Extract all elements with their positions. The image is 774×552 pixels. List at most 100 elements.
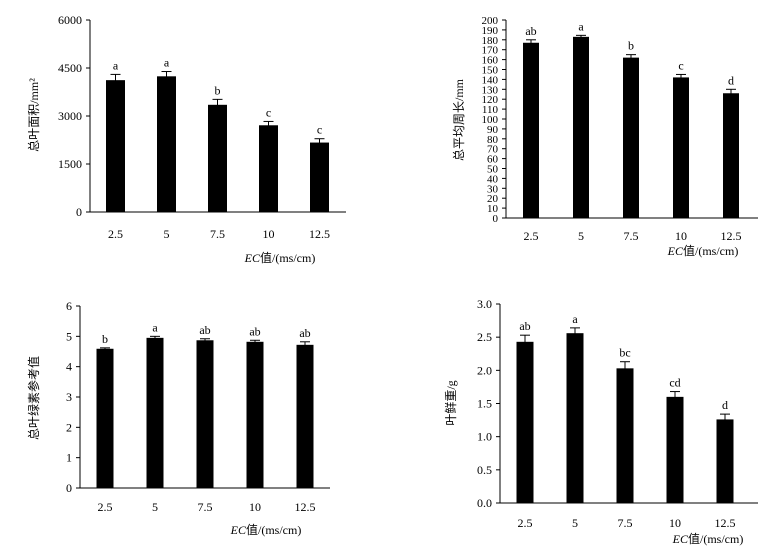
- bar: [723, 93, 739, 218]
- x-tick-label: 10: [669, 516, 681, 530]
- y-tick-label: 1.5: [477, 397, 492, 411]
- x-tick-label: 7.5: [210, 227, 225, 241]
- bar: [716, 419, 734, 503]
- bar: [259, 125, 278, 212]
- error-bar: [250, 339, 260, 344]
- x-tick-label: 2.5: [518, 516, 533, 530]
- error-bar: [526, 39, 536, 46]
- x-tick-label: 12.5: [721, 229, 742, 243]
- significance-label: a: [113, 58, 119, 72]
- x-tick-label: 7.5: [198, 500, 213, 514]
- y-tick-label: 5: [66, 329, 72, 343]
- x-tick-label: 12.5: [309, 227, 330, 241]
- error-bar: [110, 73, 121, 86]
- significance-label: b: [628, 39, 634, 53]
- y-tick-label: 50: [487, 164, 499, 176]
- bar: [296, 344, 314, 488]
- y-tick-label: 1500: [58, 157, 82, 171]
- bar: [157, 76, 176, 212]
- significance-label: d: [728, 73, 734, 87]
- y-tick-label: 3: [66, 390, 72, 404]
- y-axis-label: 总叶绿素参考值: [26, 356, 41, 440]
- x-tick-label: 5: [578, 229, 584, 243]
- error-bar: [726, 88, 736, 98]
- bar: [666, 396, 684, 503]
- error-bar: [620, 361, 630, 375]
- x-tick-label: 5: [164, 227, 170, 241]
- error-bar: [212, 98, 223, 111]
- y-tick-label: 0: [493, 213, 499, 225]
- chart-panel-1: 0 1500 3000 4500 6000 a 2.5 a 5 b 7.5 c 10 c 12.5 EC值/(…: [27, 13, 346, 265]
- y-axis-label: 总叶面积/mm²: [27, 78, 41, 152]
- bar: [246, 341, 264, 488]
- y-tick-label: 3000: [58, 109, 82, 123]
- bar: [96, 348, 114, 488]
- bar: [573, 36, 589, 218]
- significance-label: bc: [619, 346, 630, 360]
- x-tick-label: 2.5: [108, 227, 123, 241]
- y-tick-label: 60: [487, 154, 499, 166]
- y-tick-label: 140: [482, 74, 499, 86]
- error-bar: [161, 71, 172, 82]
- x-tick-label: 7.5: [624, 229, 639, 243]
- significance-label: ab: [299, 326, 310, 340]
- x-tick-label: 7.5: [618, 516, 633, 530]
- y-tick-label: 2: [66, 420, 72, 434]
- error-bar: [314, 138, 325, 147]
- error-bar: [263, 120, 274, 130]
- y-tick-label: 70: [487, 144, 499, 156]
- y-tick-label: 100: [482, 114, 499, 126]
- y-tick-label: 1.0: [477, 430, 492, 444]
- bar: [516, 341, 534, 503]
- x-tick-label: 10: [263, 227, 275, 241]
- y-tick-label: 0.0: [477, 496, 492, 510]
- significance-label: c: [678, 58, 683, 72]
- x-tick-label: 2.5: [98, 500, 113, 514]
- error-bar: [300, 341, 310, 348]
- error-bar: [720, 413, 730, 425]
- x-axis-label: EC值/(ms/cm): [230, 522, 302, 537]
- significance-label: d: [722, 398, 728, 412]
- chart-panel-3: 0 1 2 3 4 5 6 b 2.5 a 5 ab 7.5 ab 10 ab 12.5 EC值/(ms/cm) 总…: [26, 299, 330, 537]
- bar: [208, 104, 227, 212]
- y-tick-label: 90: [487, 124, 499, 136]
- y-tick-label: 10: [487, 203, 499, 215]
- bar: [310, 142, 329, 212]
- y-tick-label: 200: [482, 15, 499, 27]
- y-tick-label: 1: [66, 451, 72, 465]
- x-tick-label: 12.5: [295, 500, 316, 514]
- y-tick-label: 0: [66, 481, 72, 495]
- significance-label: a: [578, 19, 584, 33]
- y-tick-label: 80: [487, 134, 499, 146]
- significance-label: a: [164, 56, 170, 70]
- bar: [146, 337, 164, 488]
- error-bar: [100, 347, 110, 350]
- y-tick-label: 4500: [58, 61, 82, 75]
- error-bar: [676, 73, 686, 81]
- error-bar: [150, 335, 160, 340]
- significance-label: c: [317, 123, 322, 137]
- significance-label: c: [266, 105, 271, 119]
- x-tick-label: 10: [249, 500, 261, 514]
- y-tick-label: 110: [482, 104, 499, 116]
- x-axis-label: EC值/(ms/cm): [667, 243, 739, 258]
- significance-label: cd: [669, 376, 680, 390]
- y-tick-label: 6000: [58, 13, 82, 27]
- y-tick-label: 180: [482, 35, 499, 47]
- y-tick-label: 0.5: [477, 463, 492, 477]
- bar: [673, 77, 689, 218]
- x-tick-label: 5: [152, 500, 158, 514]
- x-tick-label: 5: [572, 516, 578, 530]
- y-tick-label: 2.0: [477, 363, 492, 377]
- bar: [566, 333, 584, 503]
- y-tick-label: 2.5: [477, 330, 492, 344]
- error-bar: [626, 54, 636, 61]
- significance-label: ab: [249, 324, 260, 338]
- y-tick-label: 150: [482, 65, 499, 77]
- y-axis-label: 叶鲜重/g: [444, 380, 458, 425]
- x-tick-label: 10: [675, 229, 687, 243]
- significance-label: a: [572, 312, 578, 326]
- significance-label: a: [152, 320, 158, 334]
- y-tick-label: 6: [66, 299, 72, 313]
